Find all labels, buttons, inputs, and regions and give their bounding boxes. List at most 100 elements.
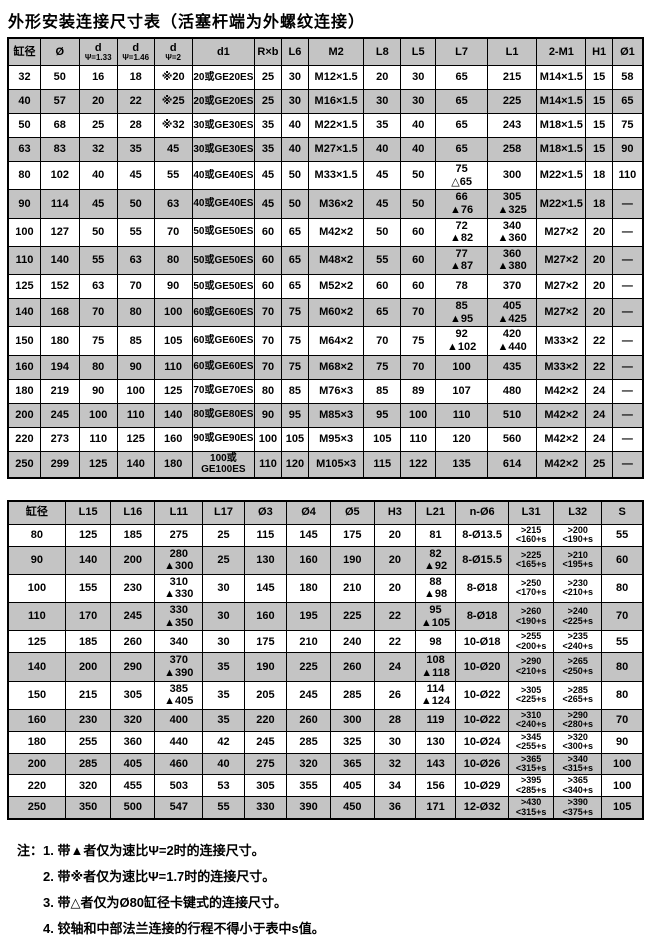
table1-cell-d-80: 45 (116, 160, 155, 191)
table1-row-bore-220: 220 273 110 125 160 90或GE90ES 100 105 M95×3 105 11… (7, 426, 644, 452)
table1-col-header-10: L5 (400, 37, 437, 66)
table1-col-header-11: L7 (435, 37, 488, 66)
table1-cell-d-180: 90 (78, 378, 118, 404)
table1-cell-缸径-100: 100 (7, 217, 41, 247)
table2-cell-Ø5-200: 365 (329, 752, 375, 776)
table1-cell-d1-200: 80或GE80ES (191, 402, 255, 428)
table1-cell-d-90: 63 (153, 189, 193, 219)
table1-cell-2-M1-160: M33×2 (536, 354, 587, 380)
table2-cell-L15-90: 140 (64, 545, 112, 575)
table2-cell-缸径-80: 80 (7, 523, 66, 547)
table1-cell-d1-180: 70或GE70ES (191, 378, 255, 404)
table1-cell-L6-90: 50 (280, 189, 309, 219)
table2-cell-Ø4-250: 390 (286, 796, 331, 820)
table2-cell-S-140: 80 (601, 652, 644, 682)
table2-cell-L21-100: 88 ▲98 (415, 573, 457, 604)
table1-cell-d1-40: 20或GE20ES (191, 89, 255, 114)
table2-cell-L16-160: 320 (110, 708, 156, 732)
table2-cell-L31-90: >225 <165+s (508, 545, 555, 575)
table1-cell-Ø-160: 194 (39, 354, 80, 380)
table1-cell-M2-160: M68×2 (307, 354, 365, 380)
table2-cell-L11-80: 275 (154, 523, 204, 547)
table1-cell-L7-100: 72 ▲82 (435, 217, 488, 247)
table2-col-header-4: L17 (202, 500, 245, 525)
table1-cell-d-50: 28 (116, 113, 155, 138)
table1-cell-L8-80: 45 (363, 160, 402, 191)
table2-cell-L21-140: 108 ▲118 (415, 652, 457, 682)
table2-cell-L15-250: 350 (64, 796, 112, 820)
table1-col-header-0: 缸径 (7, 37, 41, 66)
table1-cell-2-M1-40: M14×1.5 (536, 89, 587, 114)
table2-cell-L15-150: 215 (64, 680, 112, 710)
table2-cell-L17-250: 55 (202, 796, 245, 820)
table1-cell-L1-140: 405 ▲425 (486, 298, 538, 328)
table1-cell-R×b-150: 70 (253, 326, 282, 356)
table1-cell-d-40: ※25 (153, 89, 193, 114)
table1-cell-Ø-250: 299 (39, 450, 80, 479)
table2-cell-S-160: 70 (601, 708, 644, 732)
table2-cell-Ø4-125: 210 (286, 630, 331, 654)
table1-cell-L7-200: 110 (435, 402, 488, 428)
table1-cell-L5-125: 60 (400, 274, 437, 300)
table2-cell-Ø5-150: 285 (329, 680, 375, 710)
table1-cell-L5-150: 75 (400, 326, 437, 356)
table1-cell-R×b-40: 25 (253, 89, 282, 114)
table1-cell-d-40: 20 (78, 89, 118, 114)
table1-cell-Ø1-90: — (611, 189, 644, 219)
table1-cell-缸径-140: 140 (7, 298, 41, 328)
table1-col-header-2: d Ψ=1.33 (78, 37, 118, 66)
table1-row-bore-200: 200 245 100 110 140 80或GE80ES 90 95 M85×3 95 100 11… (7, 402, 644, 428)
table1-cell-L7-250: 135 (435, 450, 488, 479)
footnotes: 注： 1. 带▲者仅为速比Ψ=2时的连接尺寸。 2. 带※者仅为速比Ψ=1.7时的… (17, 838, 644, 942)
table1-cell-Ø-110: 140 (39, 245, 80, 276)
table1-col-header-1: Ø (39, 37, 80, 66)
table1-cell-d-50: ※32 (153, 113, 193, 138)
table1-cell-d-150: 75 (78, 326, 118, 356)
table1-cell-d-63: 32 (78, 137, 118, 162)
table1-cell-L8-200: 95 (363, 402, 402, 428)
table1-cell-缸径-250: 250 (7, 450, 41, 479)
table1-cell-L8-150: 70 (363, 326, 402, 356)
table2-cell-Ø4-100: 180 (286, 573, 331, 604)
table2-cell-Ø3-150: 205 (243, 680, 288, 710)
table2-cell-H3-80: 20 (373, 523, 417, 547)
table2-cell-L31-125: >255 <200+s (508, 630, 555, 654)
table2-cell-L17-180: 42 (202, 730, 245, 754)
table1-cell-Ø-90: 114 (39, 189, 80, 219)
table1-row-bore-250: 250 299 125 140 180 100或GE100ES 110 120 M105×3 11… (7, 450, 644, 479)
table1-cell-d-125: 70 (116, 274, 155, 300)
table1-row-bore-50: 50 68 25 28 ※32 30或GE30ES 35 40 M22×1.5 35 40 65 243… (7, 113, 644, 138)
table2-cell-缸径-220: 220 (7, 774, 66, 798)
table2-cell-Ø4-180: 285 (286, 730, 331, 754)
table1-cell-L5-50: 40 (400, 113, 437, 138)
table1-cell-d-100: 55 (116, 217, 155, 247)
table2-cell-L21-150: 114 ▲124 (415, 680, 457, 710)
table1-cell-d-220: 160 (153, 426, 193, 452)
table1-cell-d-180: 125 (153, 378, 193, 404)
table1-cell-L6-160: 75 (280, 354, 309, 380)
table1-col-header-5: d1 (191, 37, 255, 66)
table1-cell-L1-40: 225 (486, 89, 538, 114)
table2-col-header-9: L21 (415, 500, 457, 525)
table1-cell-H1-125: 20 (585, 274, 613, 300)
table1-cell-d-80: 55 (153, 160, 193, 191)
table1-cell-L6-180: 85 (280, 378, 309, 404)
table1-cell-d1-150: 60或GE60ES (191, 326, 255, 356)
table2-cell-Ø4-110: 195 (286, 602, 331, 632)
table1-cell-L6-125: 65 (280, 274, 309, 300)
table2-cell-L31-200: >365 <315+s (508, 752, 555, 776)
table1-cell-Ø1-150: — (611, 326, 644, 356)
table1-cell-L1-80: 300 (486, 160, 538, 191)
table2-row-bore-150: 150 215 305 385 ▲405 35 205 245 285 26 114 ▲124 10… (7, 680, 644, 710)
table1-cell-d-160: 80 (78, 354, 118, 380)
table2-cell-Ø5-140: 260 (329, 652, 375, 682)
table2-cell-L32-200: >340 <315+s (553, 752, 603, 776)
table1-cell-Ø1-160: — (611, 354, 644, 380)
table1-cell-L6-100: 65 (280, 217, 309, 247)
table1-cell-R×b-90: 45 (253, 189, 282, 219)
table2-cell-L11-90: 280 ▲300 (154, 545, 204, 575)
footnote-4: 4. 铰轴和中部法兰连接的行程不得小于表中s值。 (43, 921, 325, 937)
table1-cell-Ø-80: 102 (39, 160, 80, 191)
